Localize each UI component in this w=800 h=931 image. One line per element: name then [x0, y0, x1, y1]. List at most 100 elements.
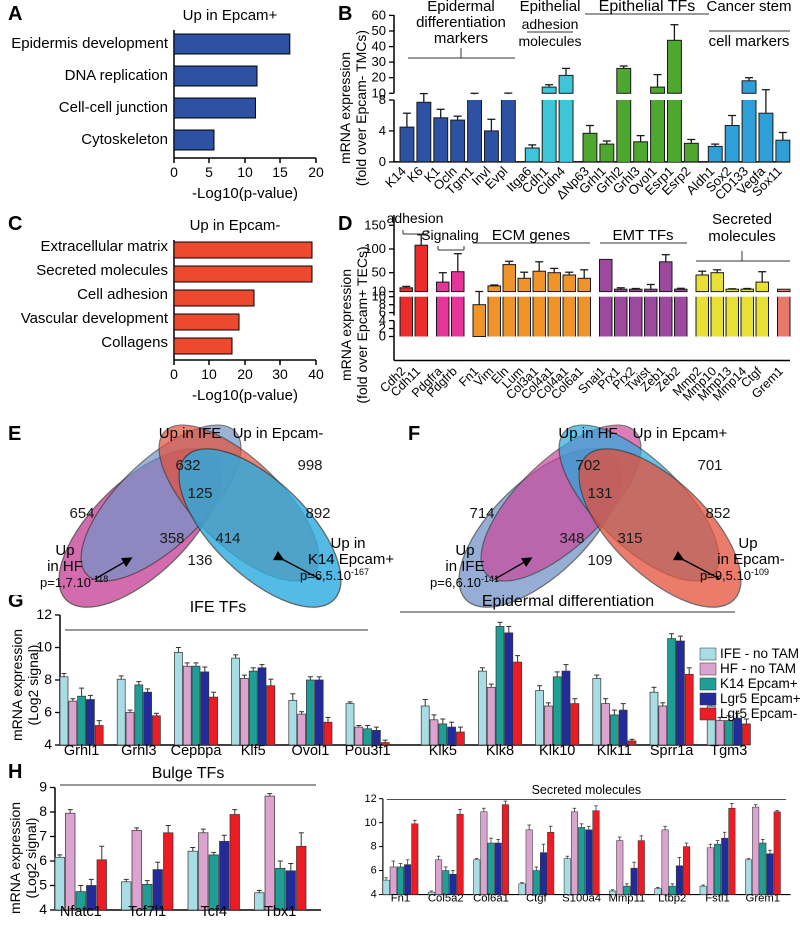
svg-text:DNA replication: DNA replication	[65, 67, 168, 84]
svg-text:30: 30	[272, 366, 288, 382]
svg-text:adhesion: adhesion	[522, 16, 579, 32]
svg-text:Ovol1: Ovol1	[291, 743, 329, 759]
svg-text:Sprr1a: Sprr1a	[650, 743, 694, 759]
svg-text:Col5a2: Col5a2	[428, 893, 464, 905]
svg-text:892: 892	[305, 505, 330, 522]
svg-text:358: 358	[159, 530, 184, 547]
svg-text:Klk8: Klk8	[486, 743, 514, 759]
svg-text:10: 10	[201, 366, 217, 382]
svg-text:12: 12	[36, 606, 52, 622]
svg-text:40: 40	[308, 366, 324, 382]
svg-text:6: 6	[39, 852, 47, 868]
svg-text:7: 7	[39, 828, 47, 844]
svg-text:Cell-cell junction: Cell-cell junction	[59, 99, 168, 116]
svg-text:Ctgf: Ctgf	[526, 893, 548, 905]
svg-text:Tcf7l1: Tcf7l1	[128, 904, 166, 920]
svg-text:109: 109	[587, 552, 612, 569]
svg-text:Up in Epcam-: Up in Epcam-	[190, 217, 281, 234]
svg-text:8: 8	[39, 803, 47, 819]
svg-text:(fold over Epcam- TMCs): (fold over Epcam- TMCs)	[353, 30, 369, 186]
svg-text:Epidermal: Epidermal	[427, 0, 495, 15]
svg-text:Up: Up	[455, 542, 474, 559]
svg-text:Secreted: Secreted	[712, 211, 772, 228]
svg-text:Klf5: Klf5	[241, 743, 266, 759]
svg-text:Up: Up	[738, 535, 757, 552]
svg-text:Up in Epcam-: Up in Epcam-	[233, 425, 324, 442]
svg-text:100: 100	[364, 241, 386, 256]
svg-text:Secreted molecules: Secreted molecules	[36, 262, 168, 279]
svg-text:mRNA expression: mRNA expression	[338, 269, 354, 381]
svg-text:Bulge TFs: Bulge TFs	[152, 765, 225, 782]
svg-text:852: 852	[705, 505, 730, 522]
svg-text:Klk11: Klk11	[597, 743, 632, 759]
svg-text:in HF: in HF	[47, 558, 83, 575]
svg-text:(Log2 signal): (Log2 signal)	[23, 818, 39, 899]
svg-text:20: 20	[308, 164, 324, 180]
svg-text:Nfatc1: Nfatc1	[60, 904, 102, 920]
svg-text:Signaling: Signaling	[421, 227, 479, 243]
svg-text:5: 5	[205, 164, 213, 180]
svg-text:30: 30	[372, 54, 386, 69]
svg-text:in Epcam-: in Epcam-	[717, 551, 785, 568]
svg-text:150: 150	[364, 217, 386, 232]
svg-text:E: E	[8, 423, 21, 445]
svg-text:Ltbp2: Ltbp2	[658, 893, 686, 905]
svg-text:Epidermis development: Epidermis development	[11, 35, 169, 52]
svg-text:701: 701	[697, 457, 722, 474]
svg-text:Cytoskeleton: Cytoskeleton	[81, 131, 168, 148]
svg-text:Cell adhesion: Cell adhesion	[77, 286, 168, 303]
svg-text:Up in Epcam+: Up in Epcam+	[183, 7, 278, 24]
svg-text:Pou3f1: Pou3f1	[345, 743, 391, 759]
svg-text:Epithelial: Epithelial	[520, 0, 581, 15]
svg-text:Fn1: Fn1	[391, 893, 410, 905]
svg-text:4: 4	[371, 889, 377, 901]
svg-text:8: 8	[44, 671, 52, 687]
svg-text:mRNA expression: mRNA expression	[7, 802, 23, 914]
svg-text:C: C	[8, 213, 22, 235]
svg-text:K14 Epcam+: K14 Epcam+	[308, 551, 395, 568]
svg-text:cell markers: cell markers	[709, 33, 790, 50]
svg-text:4: 4	[39, 901, 47, 917]
svg-text:Epithelial TFs: Epithelial TFs	[599, 0, 696, 15]
svg-text:Up: Up	[55, 542, 74, 559]
svg-text:9: 9	[39, 779, 47, 795]
svg-text:A: A	[8, 3, 22, 25]
svg-text:p=9,5.10-109: p=9,5.10-109	[700, 567, 769, 583]
svg-text:B: B	[338, 3, 352, 25]
svg-text:mRNA expression: mRNA expression	[337, 52, 353, 164]
svg-text:Grhl1: Grhl1	[64, 743, 99, 759]
svg-text:50: 50	[372, 23, 386, 38]
svg-text:714: 714	[469, 505, 494, 522]
svg-text:0: 0	[170, 164, 178, 180]
svg-text:Fstl1: Fstl1	[705, 893, 729, 905]
svg-text:Secreted molecules: Secreted molecules	[532, 783, 642, 797]
svg-text:6: 6	[44, 704, 52, 720]
svg-text:Grem1: Grem1	[746, 893, 781, 905]
svg-text:-Log10(p-value): -Log10(p-value)	[192, 387, 298, 404]
svg-text:S100a4: S100a4	[562, 893, 601, 905]
svg-text:Klk5: Klk5	[429, 743, 457, 759]
svg-text:654: 654	[69, 505, 94, 522]
svg-text:0: 0	[379, 154, 386, 169]
svg-text:315: 315	[617, 530, 642, 547]
svg-text:4: 4	[44, 736, 52, 752]
svg-text:mRNA expression: mRNA expression	[9, 629, 25, 741]
svg-text:differentiation: differentiation	[416, 14, 506, 31]
svg-text:6: 6	[371, 865, 377, 877]
svg-text:414: 414	[215, 530, 240, 547]
svg-text:Mmp11: Mmp11	[608, 893, 645, 905]
svg-text:Grhl3: Grhl3	[121, 743, 156, 759]
svg-text:136: 136	[187, 552, 212, 569]
svg-text:Cancer stem: Cancer stem	[706, 0, 791, 15]
svg-text:Collagens: Collagens	[101, 334, 168, 351]
svg-text:IFE TFs: IFE TFs	[190, 599, 247, 616]
svg-text:markers: markers	[434, 30, 488, 47]
svg-text:12: 12	[365, 793, 377, 805]
svg-text:998: 998	[297, 457, 322, 474]
svg-text:Extracellular matrix: Extracellular matrix	[40, 238, 168, 255]
svg-text:adhesion: adhesion	[387, 210, 444, 226]
svg-text:Up in IFE: Up in IFE	[159, 425, 222, 442]
svg-text:0: 0	[170, 366, 178, 382]
svg-text:5: 5	[39, 877, 47, 893]
svg-text:Col6a1: Col6a1	[473, 893, 509, 905]
